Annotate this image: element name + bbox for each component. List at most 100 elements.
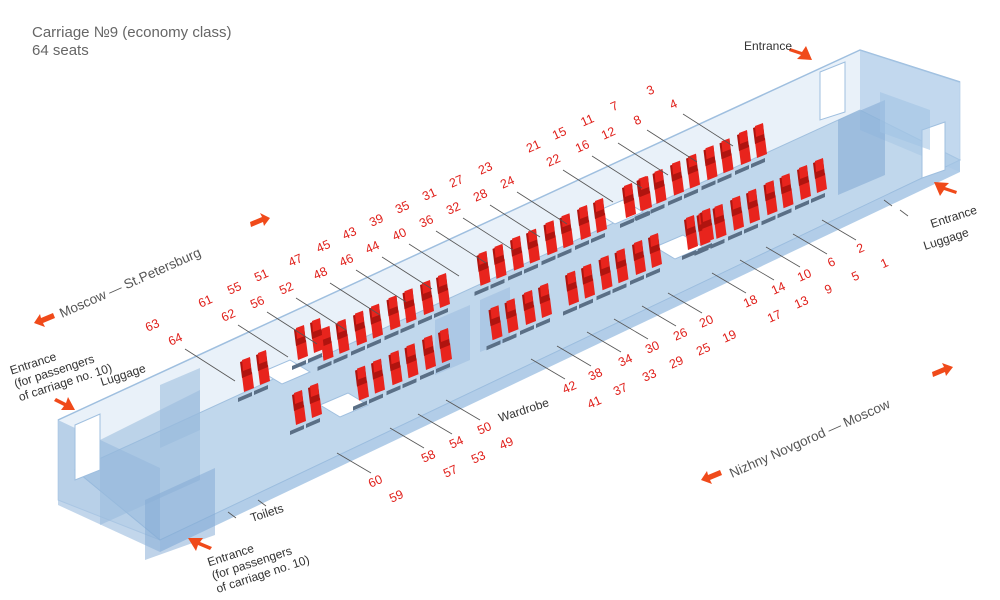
seat-number: 63	[143, 316, 161, 334]
leader-line	[257, 499, 267, 507]
seat-number: 25	[694, 340, 712, 358]
seat-number: 43	[340, 224, 358, 242]
arrow-group	[34, 46, 957, 551]
leader-line	[530, 358, 566, 380]
leader-line	[227, 511, 237, 519]
arrow-dir-lower-left-icon	[701, 470, 722, 484]
seat-icon	[795, 165, 811, 210]
seat-number: 9	[822, 282, 834, 298]
seat-number: 7	[608, 99, 620, 115]
seat-number: 18	[741, 292, 759, 310]
leader-line	[562, 169, 614, 203]
leader-line	[266, 311, 318, 345]
seat-number: 26	[671, 325, 689, 343]
seat-group	[238, 123, 827, 435]
leader-line	[295, 297, 347, 331]
arrow-entrance-left-icon	[54, 397, 75, 410]
seat-number: 45	[314, 237, 332, 255]
seat-icon	[630, 240, 646, 285]
seat-icon	[668, 160, 684, 206]
seat-number: 49	[497, 434, 515, 452]
leader-line	[237, 324, 289, 358]
seat-number: 32	[444, 199, 462, 217]
seat-icon	[735, 130, 751, 175]
seat-number: 8	[631, 113, 643, 129]
label-luggage-right: Luggage	[922, 225, 971, 253]
seat-number: 24	[498, 173, 516, 191]
seat-icon	[333, 318, 350, 364]
seat-number: 23	[476, 159, 494, 177]
seat-number: 52	[277, 279, 295, 297]
seat-number: 17	[765, 307, 783, 325]
leader-line	[329, 282, 381, 316]
seat-icon	[761, 180, 778, 226]
seat-icon	[646, 233, 662, 278]
leader-line	[417, 413, 453, 435]
leader-line	[355, 269, 407, 303]
seat-icon	[536, 283, 552, 328]
leader-line	[489, 204, 541, 238]
seat-icon	[684, 153, 700, 199]
seat-number: 39	[367, 211, 385, 229]
title-block: Carriage №9 (economy class) 64 seats	[32, 24, 232, 60]
seat-icon	[650, 168, 667, 214]
seat-icon	[557, 213, 574, 259]
seat-number: 51	[252, 266, 270, 284]
seat-icon	[579, 263, 595, 309]
label-direction-upper: Moscow — St.Petersburg	[57, 245, 203, 321]
seat-number: 53	[469, 448, 487, 466]
label-entrance-bottom: Entrance (for passengers of carriage no.…	[206, 541, 312, 596]
seat-icon	[351, 310, 367, 356]
seat-number: 14	[769, 279, 787, 297]
seat-number: 59	[387, 487, 405, 505]
seat-number: 42	[560, 378, 578, 396]
seat-number: 16	[573, 137, 591, 155]
seat-icon	[306, 383, 322, 428]
seat-icon	[751, 123, 767, 168]
leader-line	[462, 217, 514, 251]
leader-line	[408, 243, 460, 277]
seat-icon	[308, 318, 324, 363]
seat-number: 40	[390, 225, 408, 243]
seat-number: 11	[579, 111, 597, 129]
seat-icon	[502, 298, 519, 344]
arrow-dir-upper-left-icon	[34, 313, 55, 327]
arrow-entrance-right-icon	[934, 182, 957, 196]
seat-number: 61	[196, 292, 214, 310]
leader-line	[591, 155, 643, 189]
leader-line	[586, 331, 622, 353]
seat-number: 35	[393, 198, 411, 216]
seat-number: 27	[447, 172, 465, 190]
seat-icon	[698, 208, 714, 253]
seat-number: 34	[616, 351, 634, 369]
seat-number: 28	[471, 186, 489, 204]
seat-number: 22	[544, 151, 562, 169]
leader-line	[821, 219, 857, 241]
seat-number: 1	[878, 256, 890, 272]
seat-icon	[384, 295, 401, 341]
label-wardrobe: Wardrobe	[497, 395, 551, 425]
leader-line	[381, 256, 433, 290]
seat-icon	[292, 325, 308, 370]
seat-number: 29	[667, 353, 685, 371]
seat-number: 21	[524, 137, 542, 155]
leader-line	[682, 113, 734, 147]
label-entrance-right: Entrance	[929, 203, 979, 231]
seat-number: 64	[166, 330, 184, 348]
leader-line	[435, 230, 487, 264]
seat-icon	[434, 273, 450, 318]
leader-line	[883, 199, 893, 207]
seat-icon	[596, 255, 613, 301]
seat-number: 15	[550, 124, 568, 142]
seat-number: 3	[644, 83, 656, 99]
seat-icon	[612, 248, 629, 294]
seat-icon	[386, 350, 403, 396]
leader-line	[184, 348, 236, 382]
seat-number: 37	[611, 380, 629, 398]
seat-icon	[486, 305, 503, 351]
seat-icon	[254, 350, 270, 395]
leader-line	[516, 191, 568, 225]
seat-number: 55	[225, 279, 243, 297]
seat-icon	[520, 290, 536, 335]
